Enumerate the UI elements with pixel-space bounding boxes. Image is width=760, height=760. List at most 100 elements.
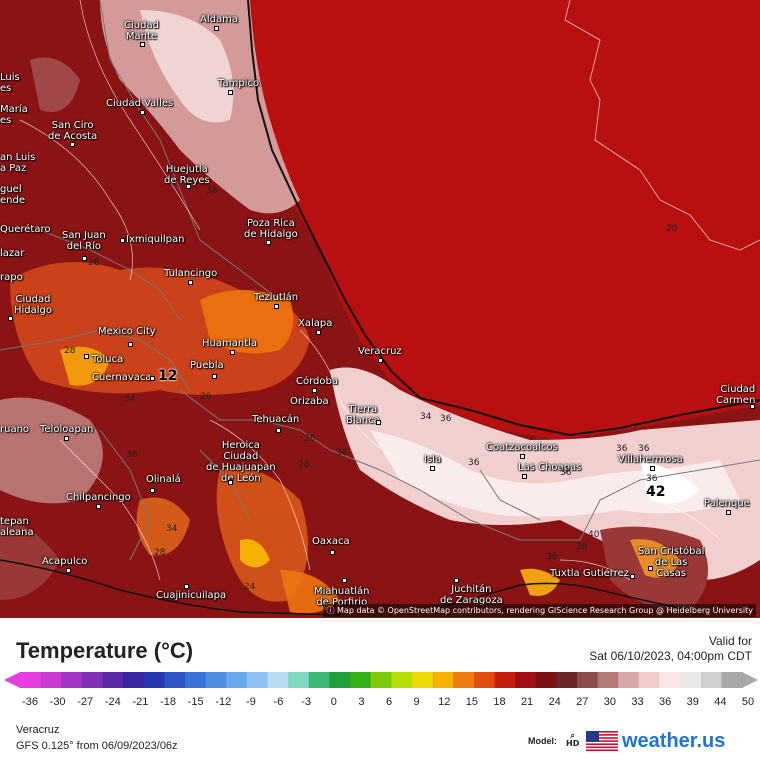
city-marker: [630, 574, 635, 579]
city-label-tampico: Tampico: [218, 78, 260, 89]
isotherm-label: 36: [560, 468, 572, 478]
scale-swatch: [81, 672, 104, 688]
scale-swatch: [143, 672, 165, 688]
model-info: GFS 0.125° from 06/09/2023/06z: [16, 740, 178, 752]
scale-swatch: [659, 672, 681, 688]
city-label-huamantla: Huamantla: [202, 338, 258, 349]
scale-swatch: [20, 672, 42, 688]
isotherm-label: 36: [126, 450, 138, 460]
city-label-aldama: Aldama: [200, 14, 238, 25]
scale-swatch: [391, 672, 413, 688]
city-marker: [648, 566, 653, 571]
us-flag-icon: [586, 731, 618, 751]
city-label-valles: Ciudad Valles: [106, 98, 174, 109]
city-marker: [276, 428, 281, 433]
city-marker: [128, 342, 133, 347]
info-icon: ⓘ: [326, 606, 338, 615]
city-label-luis: Luis es: [0, 72, 20, 94]
city-marker: [274, 304, 279, 309]
city-marker: [430, 466, 435, 471]
isotherm-label: 36: [546, 552, 558, 562]
city-label-rapo: rapo: [0, 272, 23, 283]
city-label-pozarica: Poza Rica de Hidalgo: [244, 218, 298, 240]
city-marker: [140, 42, 145, 47]
scale-swatch: [329, 672, 351, 688]
city-label-ruano: ruano: [0, 424, 30, 435]
city-label-tuxtla: Tuxtla Gutiérrez: [550, 568, 630, 579]
city-marker: [378, 358, 383, 363]
scale-swatch: [350, 672, 372, 688]
city-marker: [184, 584, 189, 589]
attribution-text: Map data © OpenStreetMap contributors, r…: [337, 606, 753, 615]
isotherm-label: 28: [298, 460, 310, 470]
scale-swatch: [246, 672, 269, 688]
isotherm-label: 36: [616, 444, 628, 454]
isotherm-label: 40: [588, 530, 600, 540]
city-label-maria: María es: [0, 104, 28, 126]
city-marker: [316, 330, 321, 335]
isotherm-label: 34: [420, 412, 432, 422]
city-label-palenque: Palenque: [704, 498, 750, 509]
scale-arrow-left: [4, 672, 20, 688]
city-label-sanluis: an Luis a Paz: [0, 152, 36, 174]
scale-swatch: [288, 672, 310, 688]
city-label-teziutlan: Teziutlán: [254, 292, 299, 303]
city-label-ixmiquilpan: Ixmiquilpan: [126, 234, 185, 245]
scale-tick-label: 44: [714, 696, 727, 708]
city-label-cordoba: Córdoba: [296, 376, 338, 387]
city-marker: [520, 454, 525, 459]
city-marker: [376, 420, 381, 425]
city-label-toluca: Toluca: [92, 354, 124, 365]
isotherm-label: 28: [154, 548, 166, 558]
scale-tick-label: 12: [438, 696, 451, 708]
city-marker: [266, 240, 271, 245]
city-label-miahuatlan: Miahuatlán de Porfirio: [314, 586, 370, 608]
isotherm-label: 28: [64, 346, 76, 356]
city-label-orizaba: Orizaba: [290, 396, 329, 407]
city-label-huejutla: Huejutla de Reyes: [164, 164, 210, 186]
isotherm-label: 36: [440, 414, 452, 424]
scale-tick-label: -21: [132, 696, 149, 708]
scale-swatch: [411, 672, 434, 688]
city-marker: [214, 26, 219, 31]
scale-swatch: [432, 672, 454, 688]
isotherm-label: 24: [244, 582, 256, 592]
isotherm-label: 38: [206, 186, 218, 196]
scale-tick-label: -15: [187, 696, 204, 708]
scale-tick-label: 18: [493, 696, 506, 708]
city-label-cdhidalgo: Ciudad Hidalgo: [14, 294, 53, 316]
scale-tick-label: 30: [603, 696, 617, 708]
scale-swatch: [226, 672, 248, 688]
city-label-tecpan: tepan aleana: [0, 516, 34, 538]
legend-title: Temperature (°C): [16, 638, 194, 663]
city-marker: [186, 184, 191, 189]
city-label-queretaro: Querétaro: [0, 224, 51, 235]
city-marker: [120, 238, 125, 243]
isotherm-label: 38: [336, 448, 348, 458]
hd-text: HD: [566, 739, 580, 748]
scale-swatch: [453, 672, 475, 688]
scale-swatch: [515, 672, 537, 688]
model-label: Model:: [528, 736, 557, 746]
city-label-mante: Ciudad Mante: [124, 20, 159, 42]
city-label-mexicocity: Mexico City: [98, 326, 156, 337]
scale-swatch: [535, 672, 557, 688]
scale-arrow-right: [742, 672, 758, 688]
brand-logo[interactable]: weather.us: [622, 730, 726, 752]
scale-swatch: [185, 672, 207, 688]
isotherm-label: 36: [646, 474, 658, 484]
city-label-veracruz: Veracruz: [358, 346, 402, 357]
city-marker: [82, 256, 87, 261]
city-marker: [750, 404, 755, 409]
city-label-tehuacan: Tehuacán: [252, 414, 300, 425]
map-field: [0, 0, 760, 618]
city-label-salazar: lazar: [0, 248, 25, 259]
city-label-carmen: Ciudad Carmen: [716, 384, 756, 406]
scale-swatch: [40, 672, 62, 688]
city-marker: [230, 350, 235, 355]
temperature-map[interactable]: Ciudad Mante Aldama Luis es Tampico María e…: [0, 0, 760, 618]
city-label-olinala: Olinalá: [146, 474, 181, 485]
map-attribution[interactable]: ⓘ Map data © OpenStreetMap contributors,…: [323, 604, 756, 617]
scale-swatch: [638, 672, 660, 688]
isotherm-label: 34: [166, 524, 178, 534]
